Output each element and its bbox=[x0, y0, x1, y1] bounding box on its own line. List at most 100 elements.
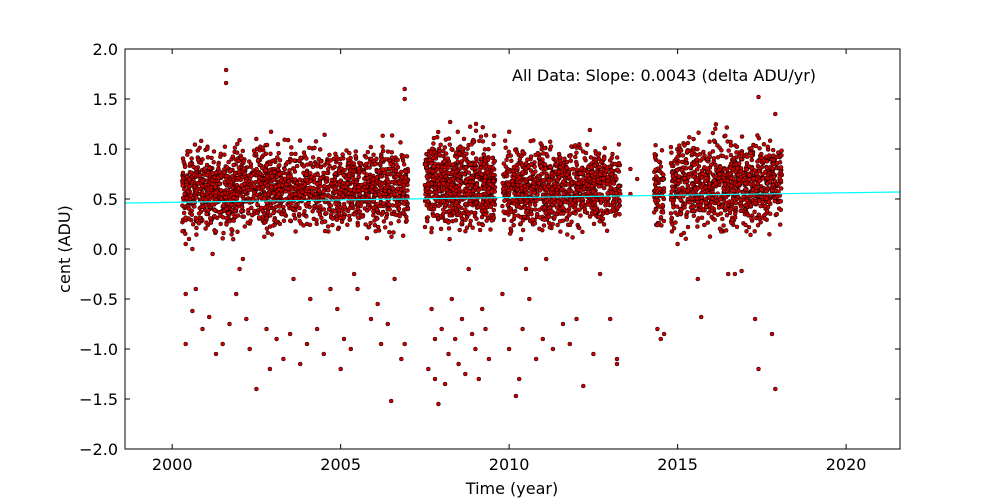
data-point bbox=[739, 134, 745, 139]
data-point bbox=[479, 171, 485, 177]
data-point bbox=[328, 286, 333, 292]
data-point bbox=[371, 209, 376, 214]
data-point bbox=[229, 232, 234, 237]
data-point bbox=[685, 224, 691, 230]
data-point bbox=[223, 80, 229, 86]
data-point bbox=[534, 198, 539, 204]
data-point bbox=[773, 111, 778, 117]
data-point bbox=[244, 316, 249, 322]
data-point bbox=[402, 96, 407, 102]
data-point bbox=[507, 231, 513, 236]
data-point bbox=[365, 149, 371, 155]
data-point bbox=[194, 232, 199, 237]
data-point bbox=[231, 218, 236, 223]
data-point bbox=[757, 146, 762, 151]
data-point bbox=[338, 161, 343, 167]
data-point bbox=[723, 228, 729, 233]
x-tick-label: 2000 bbox=[152, 455, 193, 474]
data-point bbox=[292, 216, 298, 221]
data-point bbox=[403, 175, 409, 180]
data-point bbox=[446, 226, 452, 231]
data-point bbox=[704, 175, 709, 181]
data-point bbox=[328, 158, 333, 163]
data-point bbox=[491, 207, 497, 213]
data-point bbox=[431, 141, 436, 146]
data-point bbox=[580, 229, 585, 235]
data-point bbox=[753, 200, 758, 206]
data-point bbox=[281, 218, 287, 223]
data-point bbox=[741, 194, 746, 200]
data-point bbox=[464, 225, 470, 230]
data-point bbox=[438, 142, 443, 148]
data-point bbox=[436, 203, 441, 209]
data-point bbox=[702, 222, 707, 228]
data-point bbox=[209, 202, 215, 208]
data-point bbox=[749, 166, 755, 171]
data-point bbox=[550, 346, 556, 352]
data-point bbox=[751, 176, 756, 181]
data-point bbox=[432, 186, 438, 191]
data-point bbox=[388, 161, 393, 167]
data-point bbox=[678, 148, 684, 153]
data-points bbox=[180, 67, 785, 407]
data-point bbox=[236, 201, 241, 207]
data-point bbox=[305, 185, 310, 191]
data-point bbox=[328, 203, 334, 208]
data-point bbox=[759, 187, 764, 192]
data-point bbox=[237, 193, 243, 198]
data-point bbox=[442, 145, 448, 150]
data-point bbox=[519, 153, 524, 159]
data-point bbox=[750, 187, 756, 192]
data-point bbox=[675, 241, 680, 247]
data-point bbox=[500, 186, 506, 192]
data-point bbox=[585, 169, 591, 175]
data-point bbox=[282, 137, 287, 142]
data-point bbox=[385, 149, 391, 154]
data-point bbox=[661, 172, 666, 178]
data-point bbox=[285, 186, 291, 192]
data-point bbox=[308, 193, 314, 199]
data-point bbox=[762, 216, 768, 221]
data-point bbox=[728, 175, 734, 181]
data-point bbox=[271, 190, 277, 196]
data-point bbox=[282, 166, 287, 172]
data-point bbox=[501, 161, 507, 166]
data-point bbox=[338, 215, 343, 221]
data-point bbox=[440, 211, 446, 217]
data-point bbox=[574, 167, 579, 172]
data-point bbox=[277, 204, 282, 209]
data-point bbox=[237, 266, 242, 272]
data-point bbox=[677, 143, 682, 148]
data-point bbox=[651, 210, 657, 215]
data-point bbox=[573, 206, 578, 212]
data-point bbox=[759, 194, 764, 200]
data-point bbox=[260, 145, 265, 151]
data-point bbox=[265, 230, 271, 236]
data-point bbox=[687, 165, 693, 171]
data-point bbox=[703, 185, 709, 190]
data-point bbox=[344, 148, 349, 153]
data-point bbox=[716, 201, 721, 206]
data-point bbox=[311, 185, 316, 191]
data-point bbox=[713, 126, 718, 132]
data-point bbox=[293, 203, 298, 208]
data-point bbox=[314, 217, 319, 223]
data-point bbox=[773, 386, 778, 392]
data-point bbox=[574, 193, 580, 199]
data-point bbox=[193, 286, 199, 292]
data-point bbox=[483, 326, 488, 332]
data-point bbox=[254, 166, 259, 172]
data-point bbox=[385, 321, 391, 327]
data-point bbox=[189, 180, 195, 185]
data-point bbox=[336, 211, 342, 217]
data-point bbox=[294, 163, 300, 169]
data-point bbox=[655, 326, 660, 332]
data-point bbox=[578, 171, 583, 176]
data-point bbox=[676, 186, 682, 192]
data-point bbox=[190, 246, 195, 252]
data-point bbox=[269, 232, 275, 237]
data-point bbox=[268, 161, 273, 167]
data-point bbox=[236, 169, 242, 174]
data-point bbox=[685, 196, 691, 202]
data-point bbox=[210, 181, 215, 187]
